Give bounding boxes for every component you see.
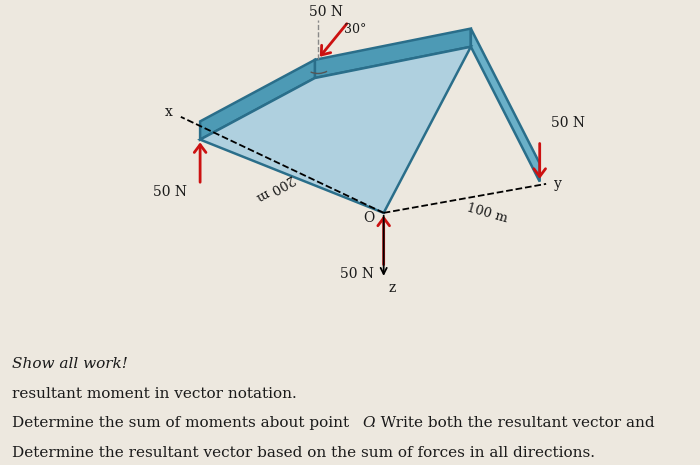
Text: 50 N: 50 N <box>552 115 585 130</box>
Text: x: x <box>165 105 173 120</box>
Text: Show all work!: Show all work! <box>13 357 128 371</box>
Text: 50 N: 50 N <box>309 6 343 20</box>
Text: z: z <box>389 281 396 295</box>
Text: resultant moment in vector notation.: resultant moment in vector notation. <box>13 387 298 401</box>
Text: 50 N: 50 N <box>153 185 188 199</box>
Text: . Write both the resultant vector and: . Write both the resultant vector and <box>371 416 654 430</box>
Text: O: O <box>363 211 374 225</box>
Text: Determine the resultant vector based on the sum of forces in all directions.: Determine the resultant vector based on … <box>13 446 596 460</box>
Text: 30°: 30° <box>344 23 366 36</box>
Text: Determine the sum of moments about point: Determine the sum of moments about point <box>13 416 354 430</box>
Polygon shape <box>200 60 315 140</box>
Text: 200 m: 200 m <box>254 172 298 204</box>
Text: 100 m: 100 m <box>465 201 509 225</box>
Text: O: O <box>363 416 375 430</box>
Polygon shape <box>315 28 471 78</box>
Text: 50 N: 50 N <box>340 267 374 281</box>
Polygon shape <box>471 28 540 182</box>
Polygon shape <box>200 47 471 213</box>
Text: y: y <box>554 177 561 191</box>
